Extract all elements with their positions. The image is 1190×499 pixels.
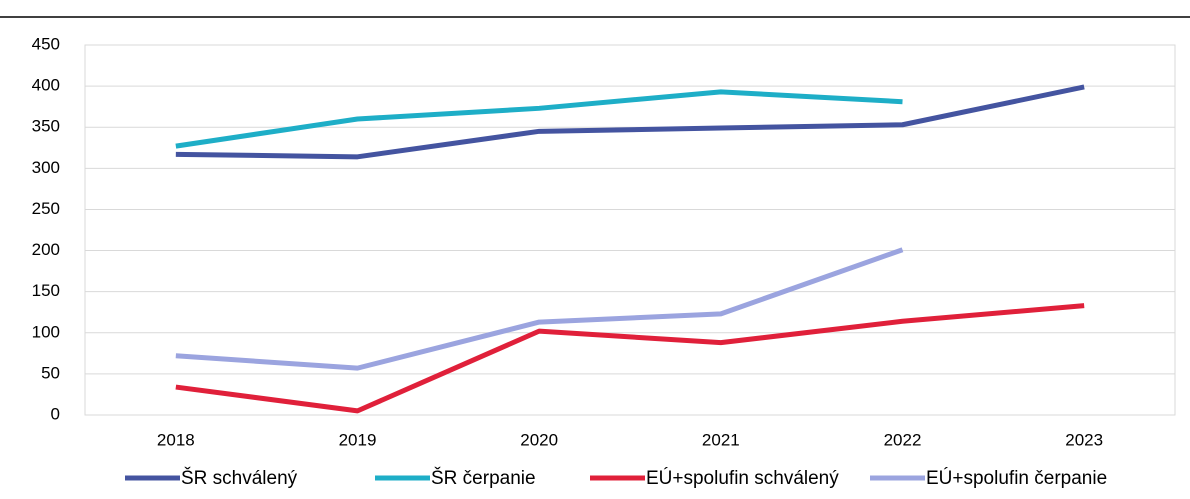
legend-label: ŠR čerpanie	[431, 467, 536, 489]
y-tick-label: 150	[32, 281, 60, 300]
y-tick-label: 400	[32, 76, 60, 95]
legend-label: EÚ+spolufin schválený	[646, 467, 839, 489]
series-line	[175, 84, 1085, 160]
y-tick-label: 250	[32, 199, 60, 218]
x-tick-label: 2023	[1065, 430, 1103, 449]
legend-label: EÚ+spolufin čerpanie	[926, 467, 1107, 489]
y-tick-label: 350	[32, 117, 60, 136]
series-line	[175, 303, 1085, 414]
x-tick-label: 2022	[884, 430, 922, 449]
plot-border	[84, 44, 1176, 416]
legend-label: ŠR schválený	[181, 467, 298, 489]
y-tick-label: 0	[51, 404, 60, 423]
x-tick-label: 2019	[339, 430, 377, 449]
y-tick-label: 200	[32, 240, 60, 259]
y-tick-label: 50	[41, 363, 60, 382]
series-line	[175, 89, 903, 149]
x-tick-label: 2021	[702, 430, 740, 449]
x-tick-label: 2020	[520, 430, 558, 449]
series-line	[175, 247, 904, 371]
y-tick-label: 450	[32, 34, 60, 53]
y-tick-label: 300	[32, 158, 60, 177]
x-tick-label: 2018	[157, 430, 195, 449]
y-tick-label: 100	[32, 322, 60, 341]
